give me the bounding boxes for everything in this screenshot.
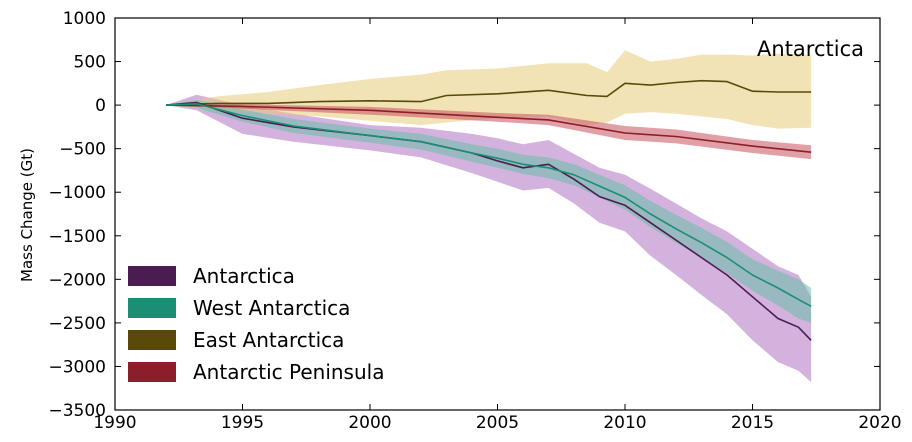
x-tick-label: 2015 xyxy=(731,413,774,433)
x-tick-label: 1990 xyxy=(93,413,136,433)
y-tick-label: −1000 xyxy=(48,183,106,203)
region-annotation: Antarctica xyxy=(757,37,864,61)
legend-label-antarctic-peninsula: Antarctic Peninsula xyxy=(193,360,384,384)
legend-swatch-antarctic-peninsula xyxy=(128,362,176,382)
x-tick-label: 2010 xyxy=(603,413,646,433)
legend: Antarctica West Antarctica East Antarctica… xyxy=(128,264,384,384)
line-east-antarctica xyxy=(165,79,812,106)
y-tick-label: 500 xyxy=(74,53,106,73)
series-lines xyxy=(165,79,812,341)
band-antarctic-peninsula xyxy=(166,104,812,160)
y-axis-label: Mass Change (Gt) xyxy=(18,148,36,282)
legend-swatch-west-antarctica xyxy=(128,298,176,318)
y-tick-label: −2000 xyxy=(48,270,106,290)
y-tick-label: −3500 xyxy=(48,401,106,421)
x-tick-label: 1995 xyxy=(221,413,264,433)
x-axis: 1990 1995 2000 2005 2010 2015 2020 xyxy=(93,18,902,433)
line-west-antarctica xyxy=(165,103,812,308)
y-tick-label: −1500 xyxy=(48,227,106,247)
x-tick-label: 2005 xyxy=(476,413,519,433)
y-axis: 1000 500 0 −500 −1000 −1500 −2000 −2500 −3000 −35… xyxy=(48,9,880,421)
y-tick-label: 0 xyxy=(95,96,106,116)
y-tick-label: −2500 xyxy=(48,314,106,334)
legend-label-west-antarctica: West Antarctica xyxy=(193,296,350,320)
legend-label-east-antarctica: East Antarctica xyxy=(193,328,344,352)
legend-swatch-antarctica xyxy=(128,266,176,286)
y-tick-label: −3000 xyxy=(48,357,106,377)
legend-swatch-east-antarctica xyxy=(128,330,176,350)
x-tick-label: 2020 xyxy=(858,413,901,433)
y-tick-label: −500 xyxy=(59,140,106,160)
line-antarctic-peninsula xyxy=(165,104,812,153)
legend-label-antarctica: Antarctica xyxy=(193,264,295,288)
x-tick-label: 2000 xyxy=(348,413,391,433)
y-tick-label: 1000 xyxy=(63,9,106,29)
